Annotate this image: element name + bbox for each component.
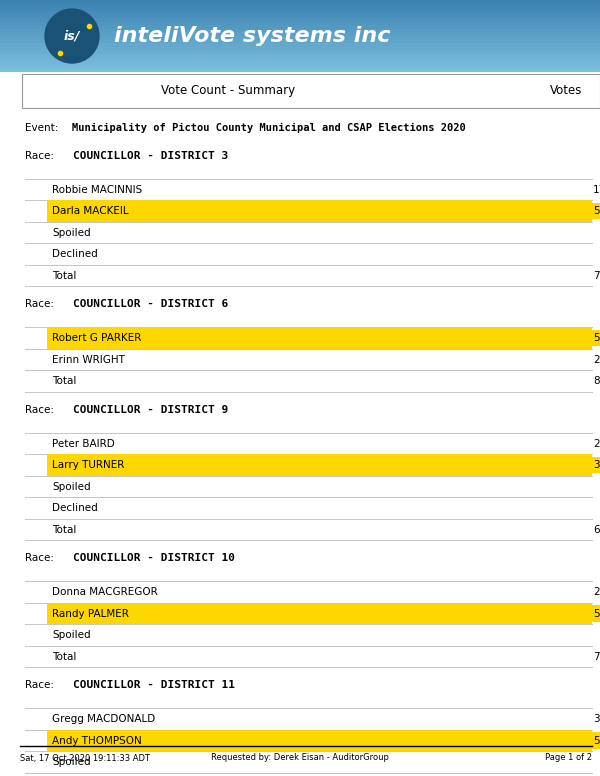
- Bar: [0, 36, 600, 40]
- Text: 270: 270: [593, 438, 600, 449]
- Text: Total: Total: [52, 271, 76, 281]
- Bar: [0, 4, 600, 7]
- Text: 579: 579: [593, 206, 600, 217]
- Circle shape: [45, 9, 99, 63]
- Bar: [576, 203, 600, 220]
- Text: Randy PALMER: Randy PALMER: [52, 608, 129, 618]
- Bar: [0, 7, 600, 11]
- Text: Declined: Declined: [52, 504, 98, 513]
- Bar: [0, 57, 600, 61]
- Text: Erinn WRIGHT: Erinn WRIGHT: [52, 355, 125, 365]
- Bar: [0, 40, 600, 43]
- Text: Spoiled: Spoiled: [52, 227, 91, 237]
- Bar: [0, 11, 600, 15]
- Text: Declined: Declined: [52, 249, 98, 259]
- Text: Larry TURNER: Larry TURNER: [52, 460, 124, 470]
- Text: Andy THOMPSON: Andy THOMPSON: [52, 736, 142, 746]
- Text: Robert G PARKER: Robert G PARKER: [52, 333, 142, 343]
- Text: Race:: Race:: [25, 300, 54, 310]
- Bar: [576, 733, 600, 749]
- Text: Race:: Race:: [25, 405, 54, 415]
- Text: COUNCILLOR - DISTRICT 6: COUNCILLOR - DISTRICT 6: [73, 300, 228, 310]
- Text: 558: 558: [593, 333, 600, 343]
- Text: Sat, 17 Oct 2020 19:11:33 ADT: Sat, 17 Oct 2020 19:11:33 ADT: [20, 753, 150, 763]
- Text: Race:: Race:: [25, 151, 54, 161]
- Text: Donna MACGREGOR: Donna MACGREGOR: [52, 587, 158, 598]
- Bar: [0, 15, 600, 18]
- Text: Spoiled: Spoiled: [52, 482, 91, 492]
- Text: 758: 758: [593, 271, 600, 281]
- Text: Robbie MACINNIS: Robbie MACINNIS: [52, 185, 142, 195]
- Bar: [0, 47, 600, 50]
- Text: 249: 249: [593, 355, 600, 365]
- Text: 206: 206: [593, 587, 600, 598]
- Text: COUNCILLOR - DISTRICT 9: COUNCILLOR - DISTRICT 9: [73, 405, 228, 415]
- Bar: [22, 74, 600, 108]
- Text: Vote Count - Summary: Vote Count - Summary: [161, 85, 295, 98]
- Text: Race:: Race:: [25, 553, 54, 563]
- Text: Event:: Event:: [25, 123, 58, 133]
- Bar: [0, 22, 600, 25]
- Bar: [47, 327, 592, 349]
- Text: is/: is/: [64, 29, 80, 43]
- Text: Spoiled: Spoiled: [52, 630, 91, 640]
- Bar: [0, 0, 600, 4]
- Text: 526: 526: [593, 608, 600, 618]
- Text: 500: 500: [593, 736, 600, 746]
- Text: COUNCILLOR - DISTRICT 3: COUNCILLOR - DISTRICT 3: [73, 151, 228, 161]
- Bar: [0, 29, 600, 33]
- Bar: [0, 61, 600, 65]
- Text: Darla MACKEIL: Darla MACKEIL: [52, 206, 128, 217]
- Bar: [576, 457, 600, 473]
- Text: Requested by: Derek Eisan - AuditorGroup: Requested by: Derek Eisan - AuditorGroup: [211, 753, 389, 763]
- Text: Total: Total: [52, 525, 76, 535]
- Bar: [0, 43, 600, 47]
- Bar: [576, 330, 600, 347]
- Text: 385: 385: [593, 460, 600, 470]
- Text: Total: Total: [52, 652, 76, 662]
- Bar: [47, 603, 592, 625]
- Text: COUNCILLOR - DISTRICT 11: COUNCILLOR - DISTRICT 11: [73, 681, 235, 691]
- Text: 171: 171: [593, 185, 600, 195]
- Bar: [576, 605, 600, 622]
- Text: Page 1 of 2: Page 1 of 2: [545, 753, 592, 763]
- Bar: [47, 200, 592, 222]
- Bar: [0, 54, 600, 57]
- Text: 334: 334: [593, 714, 600, 724]
- Bar: [0, 33, 600, 36]
- Text: Votes: Votes: [550, 85, 582, 98]
- Text: Total: Total: [52, 376, 76, 386]
- Text: 807: 807: [593, 376, 600, 386]
- Bar: [0, 18, 600, 22]
- Text: COUNCILLOR - DISTRICT 10: COUNCILLOR - DISTRICT 10: [73, 553, 235, 563]
- Text: Gregg MACDONALD: Gregg MACDONALD: [52, 714, 155, 724]
- Bar: [47, 730, 592, 751]
- Text: Spoiled: Spoiled: [52, 757, 91, 767]
- Text: inteliVote systems inc: inteliVote systems inc: [114, 26, 391, 46]
- Bar: [0, 50, 600, 54]
- Text: Municipality of Pictou County Municipal and CSAP Elections 2020: Municipality of Pictou County Municipal …: [72, 123, 466, 133]
- Bar: [47, 455, 592, 476]
- Bar: [0, 65, 600, 68]
- Text: 660: 660: [593, 525, 600, 535]
- Text: Race:: Race:: [25, 681, 54, 691]
- Bar: [0, 25, 600, 29]
- Bar: [0, 68, 600, 72]
- Text: Peter BAIRD: Peter BAIRD: [52, 438, 115, 449]
- Text: 734: 734: [593, 652, 600, 662]
